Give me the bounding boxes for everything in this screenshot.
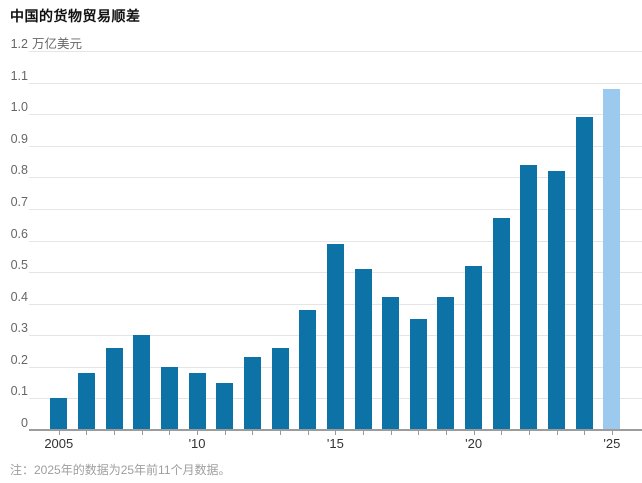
bar-2005	[50, 398, 68, 430]
bar-2025	[603, 88, 621, 430]
x-axis-label-20: '20	[465, 436, 483, 451]
x-axis-tick	[584, 431, 586, 435]
bar-2023	[548, 171, 566, 430]
chart-footnote: 注：2025年的数据为25年前11个月数据。	[10, 463, 231, 477]
x-axis-tick	[363, 431, 364, 435]
y-axis-label: 0.4	[10, 289, 28, 304]
bar-2010	[188, 373, 206, 430]
x-axis-tick	[390, 431, 392, 435]
bar-2017	[382, 297, 400, 430]
x-axis-tick	[307, 431, 309, 435]
y-axis-label: 1.2	[10, 37, 28, 51]
bar-2011	[216, 382, 234, 430]
bar-2015	[326, 243, 344, 430]
bar-2018	[409, 319, 427, 430]
x-axis-tick	[418, 431, 420, 435]
gridline	[29, 145, 642, 147]
y-axis-label: 1.0	[10, 100, 28, 115]
x-axis-label-25: '25	[603, 436, 621, 451]
y-axis-label: 0.2	[10, 352, 28, 367]
bar-2009	[160, 366, 178, 430]
x-axis-tick	[501, 431, 503, 435]
bar-2008	[133, 335, 151, 430]
y-axis-label: 0.3	[10, 321, 28, 336]
y-axis-label: 0.5	[10, 258, 28, 273]
x-axis-tick	[224, 431, 226, 435]
x-axis-tick	[197, 431, 199, 435]
bar-2022	[520, 164, 538, 430]
x-axis-tick	[528, 431, 530, 435]
x-axis-tick	[280, 431, 282, 435]
bar-2019	[437, 297, 455, 430]
y-axis-label: 0.1	[10, 384, 28, 399]
x-axis-tick	[58, 431, 60, 435]
x-axis-tick	[445, 431, 447, 435]
x-axis-label-2005: 2005	[44, 436, 74, 451]
y-axis-label: 0.8	[10, 163, 28, 178]
x-axis-tick	[611, 431, 613, 435]
x-axis-tick	[86, 431, 88, 435]
gridline	[29, 208, 642, 210]
x-axis-tick	[335, 431, 337, 435]
bar-2013	[271, 347, 289, 430]
y-axis-label: 0.7	[10, 194, 28, 209]
gridline	[29, 240, 642, 242]
y-axis-label: 0	[21, 416, 28, 430]
y-axis-label: 0.9	[10, 131, 28, 146]
gridline	[29, 177, 642, 179]
y-axis-label: 0.6	[10, 226, 28, 241]
bar-2021	[492, 218, 510, 430]
bar-2016	[354, 268, 372, 430]
x-axis-label-15: '15	[326, 436, 344, 451]
x-axis-tick	[473, 431, 475, 435]
gridline	[29, 82, 642, 84]
bar-2014	[299, 309, 317, 430]
x-axis-tick	[252, 431, 254, 435]
bar-2024	[575, 117, 593, 430]
x-axis-label-10: '10	[188, 436, 206, 451]
x-axis-line	[29, 429, 642, 431]
x-axis-tick	[169, 431, 171, 435]
gridline	[29, 114, 642, 116]
bar-2012	[243, 357, 261, 430]
bar-2020	[465, 265, 483, 430]
gridline	[29, 51, 642, 52]
bar-2006	[77, 373, 95, 430]
chart-title: 中国的货物贸易顺差	[10, 8, 141, 24]
y-axis-label: 1.1	[10, 68, 28, 83]
x-axis-tick	[114, 431, 116, 435]
bar-2007	[105, 347, 123, 430]
y-axis-unit-label: 万亿美元	[32, 37, 83, 51]
x-axis-tick	[556, 431, 558, 435]
x-axis-tick	[141, 431, 143, 435]
